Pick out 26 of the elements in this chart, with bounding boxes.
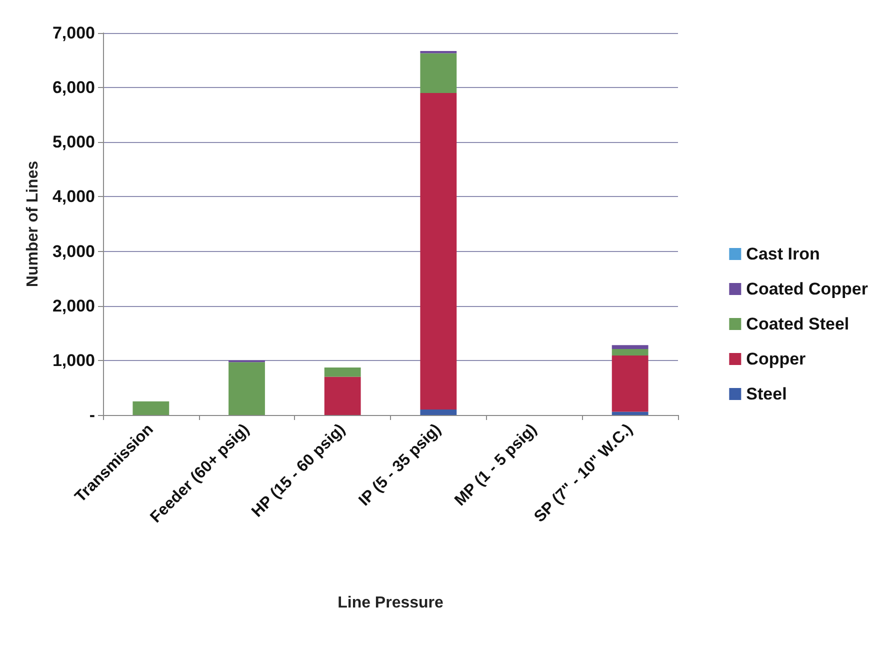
y-tick-label: 5,000 — [52, 132, 95, 152]
bar — [612, 356, 648, 412]
bar — [324, 376, 361, 415]
y-tick-label: 4,000 — [52, 187, 95, 206]
bar — [420, 93, 457, 410]
legend-label: Coated Copper — [746, 280, 868, 298]
x-axis-title: Line Pressure — [338, 594, 444, 612]
bar — [132, 401, 170, 415]
bar — [612, 348, 648, 356]
y-tick-label: 3,000 — [52, 242, 95, 261]
bar — [420, 53, 457, 94]
y-tick-label: 7,000 — [52, 24, 95, 42]
bar — [612, 412, 648, 415]
y-tick-label: 6,000 — [52, 78, 95, 98]
bar — [612, 345, 648, 349]
legend-label: Steel — [746, 384, 787, 404]
bar — [324, 368, 361, 377]
bar — [228, 362, 265, 415]
y-tick-label: 1,000 — [52, 350, 95, 370]
legend-label: Coated Steel — [746, 314, 850, 334]
bar — [420, 410, 457, 415]
y-tick-label: - — [89, 406, 95, 424]
legend-label: Cast Iron — [746, 244, 820, 264]
y-axis-title: Number of Lines — [24, 160, 42, 288]
y-tick-label: 2,000 — [52, 296, 95, 316]
legend-label: Copper — [746, 350, 806, 368]
